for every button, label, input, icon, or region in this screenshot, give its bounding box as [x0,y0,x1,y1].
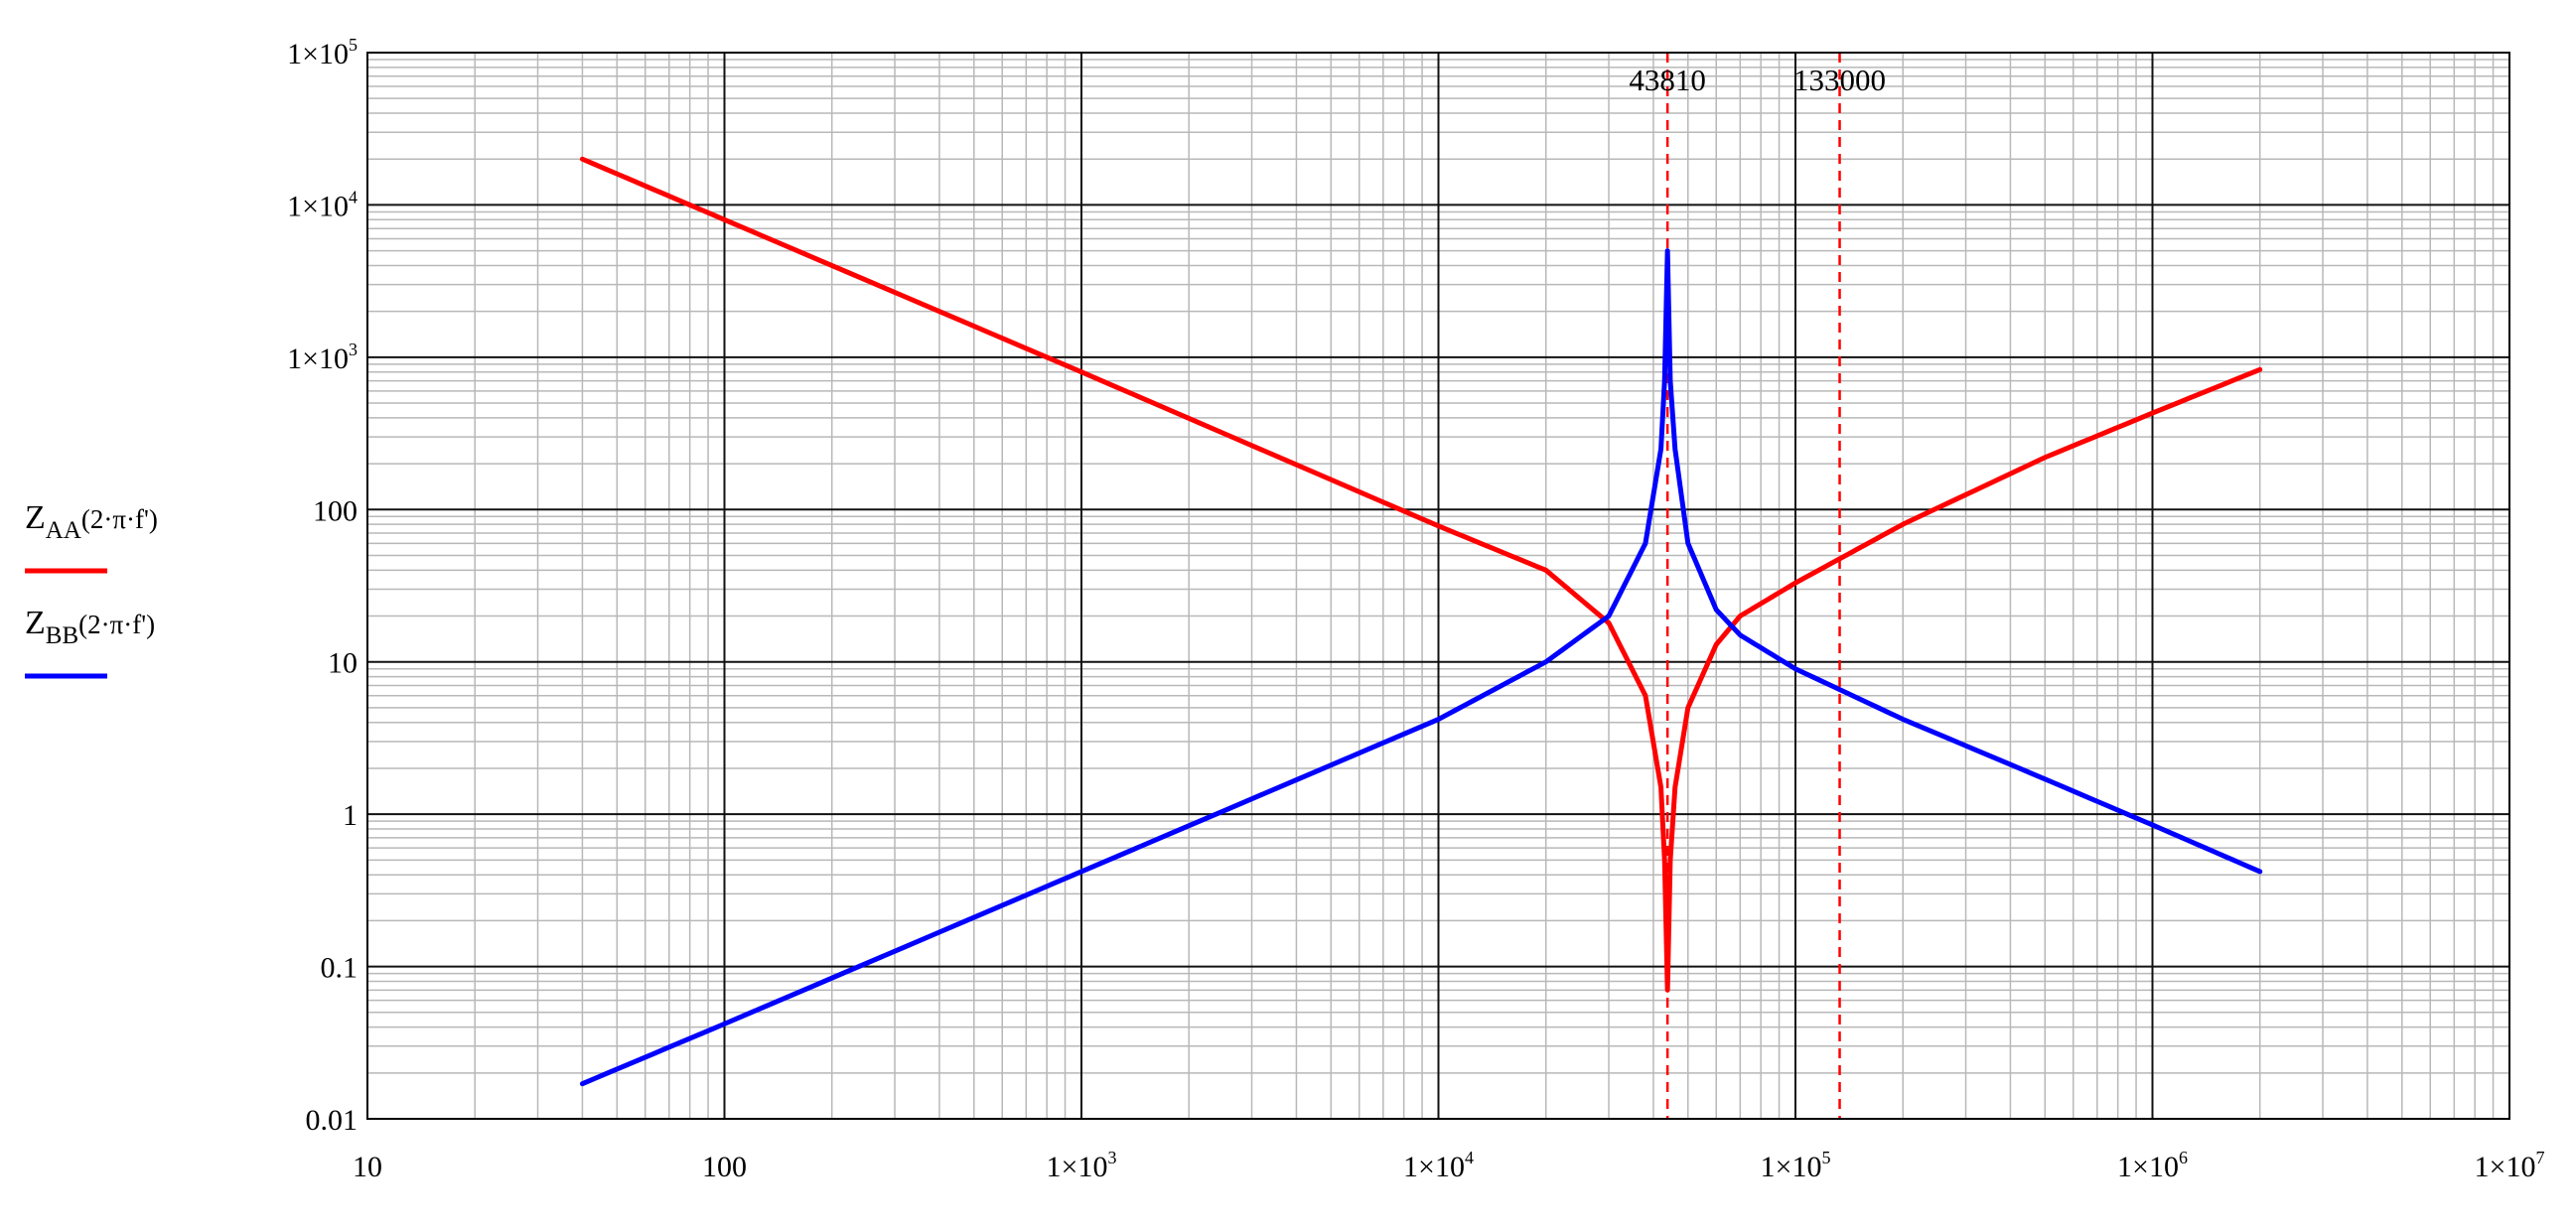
x-tick-label: 10 [353,1151,382,1183]
tick-exponent: 5 [1821,1148,1830,1167]
series-lines [579,156,2263,1087]
y-tick-label: 1 [343,799,358,832]
legend-args: (2·π·f') [81,504,158,534]
tick-mantissa: 1×10 [1403,1151,1465,1183]
tick-exponent: 5 [349,35,358,55]
tick-exponent: 7 [2535,1148,2544,1167]
tick-mantissa: 100 [702,1151,747,1183]
y-tick-label: 1×103 [287,340,358,375]
y-tick-label: 0.01 [306,1104,358,1137]
tick-mantissa: 1×10 [1761,1151,1822,1183]
series-line-zbb [579,248,2263,1087]
tick-mantissa: 0.01 [306,1104,358,1137]
tick-mantissa: 1×10 [2117,1151,2179,1183]
tick-exponent: 4 [1465,1148,1474,1167]
y-tick-label: 1×105 [287,35,358,70]
tick-mantissa: 100 [313,494,358,527]
y-tick-label: 100 [313,494,358,527]
plot-frame [366,52,2510,1120]
y-tick-label: 10 [328,647,358,680]
legend-main: Z [25,605,46,641]
tick-mantissa: 1×10 [287,38,349,70]
legend-entry-label: ZAA(2·π·f') [25,499,158,544]
legend-subscript: BB [46,622,78,649]
x-tick-label: 1×105 [1761,1148,1831,1183]
legend-entry-label: ZBB(2·π·f') [25,605,155,649]
marker-label: 43810 [1629,63,1706,97]
tick-mantissa: 10 [328,647,358,680]
tick-exponent: 4 [349,187,358,206]
tick-mantissa: 1×10 [287,342,349,375]
marker-label: 133000 [1793,63,1886,97]
tick-exponent: 3 [349,340,358,359]
y-tick-label: 1×104 [287,187,358,222]
legend-args: (2·π·f') [78,610,155,639]
x-tick-label: 100 [702,1151,747,1183]
tick-mantissa: 0.1 [321,952,358,985]
x-tick-label: 1×103 [1047,1148,1117,1183]
x-axis-tick-labels: 10 100 1×103 1×104 1×105 1×106 1×107 [353,1148,2544,1183]
tick-exponent: 6 [2179,1148,2188,1167]
tick-mantissa: 1 [343,799,358,832]
tick-mantissa: 1×10 [1047,1151,1108,1183]
legend-main: Z [25,499,46,536]
legend: ZAA(2·π·f')ZBB(2·π·f') [25,499,158,679]
marker-lines: 43810 133000 [1629,53,1886,1119]
tick-mantissa: 10 [353,1151,382,1183]
tick-mantissa: 1×10 [2475,1151,2536,1183]
tick-mantissa: 1×10 [287,190,349,222]
series-line-zaa [579,156,2263,993]
x-tick-label: 1×107 [2475,1148,2545,1183]
tick-exponent: 3 [1107,1148,1116,1167]
y-tick-label: 0.1 [321,952,358,985]
x-tick-label: 1×106 [2117,1148,2188,1183]
x-tick-label: 1×104 [1403,1148,1474,1183]
legend-subscript: AA [46,517,81,544]
major-grid [367,53,2509,1119]
